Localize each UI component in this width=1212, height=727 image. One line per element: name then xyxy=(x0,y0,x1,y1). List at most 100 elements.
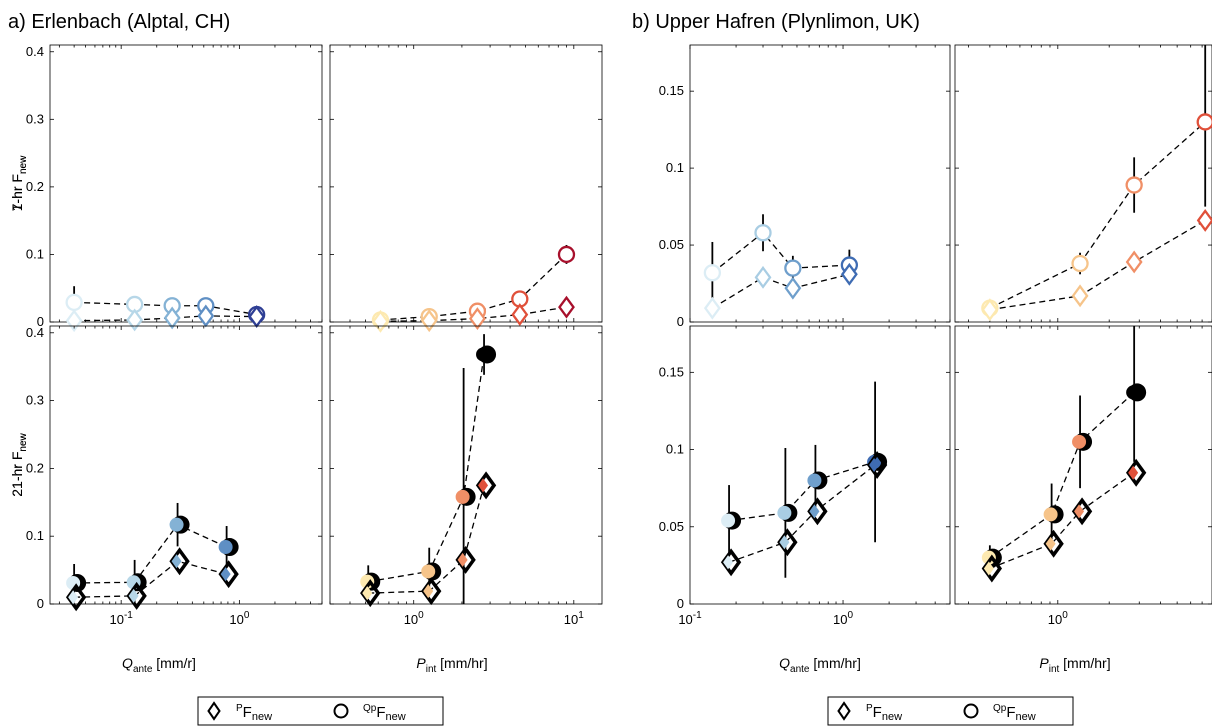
legend-label: QpFnew xyxy=(363,703,406,723)
y-axis-label: 21-hr Fnew xyxy=(9,432,29,496)
series-line xyxy=(989,472,1135,570)
data-point xyxy=(1072,434,1087,449)
data-point xyxy=(723,555,734,570)
legend-diamond-icon xyxy=(837,701,851,721)
x-axis-label: Qante [mm/hr] xyxy=(779,655,861,675)
data-point xyxy=(779,535,790,550)
data-point xyxy=(869,458,880,472)
legend-circle-icon xyxy=(333,703,349,719)
tick-base: 10 xyxy=(229,612,243,627)
legend-superscript: P xyxy=(866,703,873,714)
label-text: [mm/hr] xyxy=(810,655,861,671)
x-tick-label: 10-1 xyxy=(678,610,702,627)
y-tick-label: 0.2 xyxy=(26,179,44,194)
label-subscript: ante xyxy=(133,664,153,675)
legend-diamond-icon xyxy=(207,701,221,721)
series-line xyxy=(712,273,850,309)
data-point xyxy=(983,561,994,576)
data-point xyxy=(423,584,434,599)
axes-frame xyxy=(329,44,603,323)
y-tick-label: 0 xyxy=(37,314,44,329)
data-point xyxy=(703,264,722,282)
data-point xyxy=(171,554,182,569)
y-tick-label: 0.4 xyxy=(26,44,44,59)
label-text: 21-hr xyxy=(9,460,25,497)
series-line xyxy=(380,253,567,321)
data-point xyxy=(754,265,772,289)
tick-base: 10 xyxy=(1048,612,1062,627)
data-point xyxy=(840,262,858,286)
series-line xyxy=(368,485,485,594)
series-line xyxy=(711,231,850,274)
series-line xyxy=(380,306,567,322)
axes-frame xyxy=(954,325,1212,605)
x-tick-label: 100 xyxy=(229,610,249,627)
tick-base: 10 xyxy=(833,612,847,627)
series-line xyxy=(728,461,876,522)
legend-superscript: P xyxy=(236,703,243,714)
data-point xyxy=(721,513,736,528)
legend-main: F xyxy=(376,704,385,721)
y-tick-label: 0.1 xyxy=(26,528,44,543)
data-point xyxy=(65,309,83,333)
label-main: P xyxy=(416,655,426,671)
axes-frame xyxy=(329,325,603,605)
panel-title: a) Erlenbach (Alptal, CH) xyxy=(8,11,230,33)
data-point xyxy=(476,347,491,362)
data-point xyxy=(220,567,231,582)
label-main: Q xyxy=(779,655,790,671)
data-point xyxy=(1196,113,1212,131)
y-tick-label: 0 xyxy=(37,596,44,611)
legend-superscript: Qp xyxy=(363,703,377,714)
legend-label: PFnew xyxy=(236,703,272,723)
legend-superscript: Qp xyxy=(993,703,1007,714)
label-main: F xyxy=(9,452,25,461)
x-tick-label: 100 xyxy=(1048,610,1068,627)
legend-subscript: new xyxy=(882,711,902,723)
legend-main: F xyxy=(1006,704,1015,721)
data-point xyxy=(784,276,802,300)
label-subscript: new xyxy=(18,155,29,174)
series-line xyxy=(74,301,257,316)
label-main: P xyxy=(1039,655,1049,671)
axes-frame xyxy=(49,325,323,605)
legend-label: QpFnew xyxy=(993,703,1036,723)
panel-2 xyxy=(329,44,603,333)
data-point xyxy=(169,517,184,532)
data-point xyxy=(126,308,144,332)
legend-label: PFnew xyxy=(866,703,902,723)
tick-exponent: -1 xyxy=(124,610,133,621)
y-axis-label: 7-hr Fnew xyxy=(9,155,29,211)
series-line xyxy=(989,219,1206,311)
y-tick-label: 0.05 xyxy=(659,237,684,252)
data-point xyxy=(1045,536,1056,551)
data-point xyxy=(754,224,772,242)
data-point xyxy=(420,309,438,333)
data-point xyxy=(784,259,802,277)
y-tick-label: 0.3 xyxy=(26,111,44,126)
data-point xyxy=(703,296,721,320)
legend-subscript: new xyxy=(386,711,406,723)
data-point xyxy=(478,478,489,493)
panel-6 xyxy=(954,44,1212,323)
x-tick-label: 101 xyxy=(564,610,584,627)
label-main: F xyxy=(9,174,25,183)
legend-main: F xyxy=(873,704,882,721)
data-point xyxy=(1125,250,1143,274)
data-point xyxy=(455,489,470,504)
label-text: [mm/r] xyxy=(152,655,196,671)
series-line xyxy=(728,464,876,563)
y-tick-label: 0.15 xyxy=(659,364,684,379)
y-tick-label: 0.4 xyxy=(26,325,44,340)
axes-frame xyxy=(689,325,951,605)
legend-circle-icon xyxy=(963,703,979,719)
data-point xyxy=(128,588,139,603)
data-point xyxy=(557,245,576,264)
label-subscript: ante xyxy=(790,664,810,675)
data-point xyxy=(197,304,215,328)
data-point xyxy=(1196,208,1212,232)
y-tick-label: 0.2 xyxy=(26,460,44,475)
data-point xyxy=(558,295,575,319)
